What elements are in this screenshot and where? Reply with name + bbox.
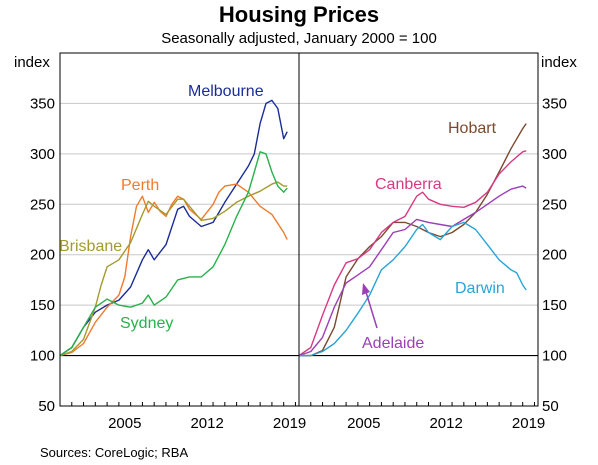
left-axis-unit: index <box>14 54 50 71</box>
y-tick-left-100: 100 <box>30 348 55 365</box>
right-y-tick-labels: 50 100 150 200 250 300 350 <box>542 95 567 415</box>
series-label-hobart: Hobart <box>448 120 497 137</box>
x-tick-labels: 2005 2012 2019 2005 2012 2019 <box>108 415 545 432</box>
y-tick-left-250: 250 <box>30 196 55 213</box>
series-line-canberra <box>298 150 527 357</box>
series-label-darwin: Darwin <box>455 280 505 297</box>
series-label-sydney: Sydney <box>120 315 173 332</box>
y-tick-right-200: 200 <box>542 247 567 264</box>
series-line-melbourne <box>59 99 288 357</box>
series-label-canberra: Canberra <box>375 176 442 193</box>
series-line-sydney <box>59 151 288 357</box>
series-label-brisbane: Brisbane <box>59 238 122 255</box>
plot-frame <box>59 52 539 407</box>
y-tick-left-300: 300 <box>30 146 55 163</box>
source-note: Sources: CoreLogic; RBA <box>40 445 188 460</box>
x-tick-left-2019: 2019 <box>273 415 306 432</box>
x-tick-left-2005: 2005 <box>108 415 141 432</box>
chart-subtitle: Seasonally adjusted, January 2000 = 100 <box>161 30 437 47</box>
y-tick-right-300: 300 <box>542 146 567 163</box>
series-line-perth <box>59 183 288 357</box>
series-line-adelaide <box>298 185 527 357</box>
series-line-darwin <box>299 221 527 357</box>
x-tick-right-2019: 2019 <box>512 415 545 432</box>
y-tick-left-150: 150 <box>30 297 55 314</box>
series-label-perth: Perth <box>121 177 159 194</box>
adelaide-arrow-head <box>362 283 370 295</box>
chart-title: Housing Prices <box>219 2 379 27</box>
x-tick-left-2012: 2012 <box>190 415 223 432</box>
series-line-hobart <box>299 123 527 357</box>
series-labels: Melbourne Perth Brisbane Sydney Hobart Canber… <box>59 83 505 352</box>
x-tick-right-2005: 2005 <box>347 415 380 432</box>
series-lines <box>59 99 527 357</box>
series-label-melbourne: Melbourne <box>188 83 264 100</box>
y-tick-right-100: 100 <box>542 348 567 365</box>
series-label-adelaide: Adelaide <box>362 335 424 352</box>
y-tick-left-350: 350 <box>30 95 55 112</box>
y-tick-right-250: 250 <box>542 196 567 213</box>
left-y-tick-labels: 50 100 150 200 250 300 350 <box>30 95 55 415</box>
y-tick-left-200: 200 <box>30 247 55 264</box>
y-tick-left-50: 50 <box>38 398 55 415</box>
y-tick-right-50: 50 <box>542 398 559 415</box>
right-axis-unit: index <box>541 54 577 71</box>
adelaide-annotation-arrow <box>365 291 378 329</box>
series-line-brisbane <box>59 181 288 357</box>
x-tick-right-2012: 2012 <box>429 415 462 432</box>
y-tick-right-350: 350 <box>542 95 567 112</box>
y-tick-right-150: 150 <box>542 297 567 314</box>
